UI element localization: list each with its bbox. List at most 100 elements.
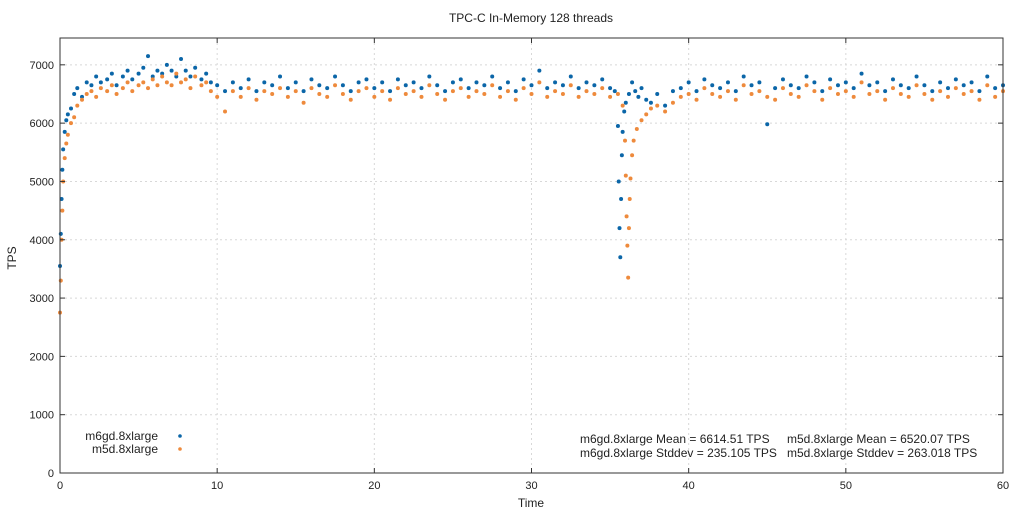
- data-point: [634, 126, 639, 131]
- y-tick-label: 6000: [30, 118, 54, 130]
- data-point: [620, 103, 625, 108]
- data-point: [584, 80, 589, 85]
- data-point: [58, 231, 63, 236]
- data-point: [72, 115, 77, 120]
- m6gd-stddev: m6gd.8xlarge Stddev = 235.105 TPS: [580, 446, 777, 460]
- data-point: [702, 86, 707, 91]
- data-point: [639, 118, 644, 123]
- data-point: [843, 89, 848, 94]
- data-point: [733, 97, 738, 102]
- data-point: [150, 77, 155, 82]
- data-point: [553, 80, 558, 85]
- data-point: [765, 94, 770, 99]
- data-point: [890, 86, 895, 91]
- series-m6gd.8xlarge: [58, 54, 1005, 268]
- data-point: [843, 80, 848, 85]
- data-point: [188, 86, 193, 91]
- data-point: [388, 89, 393, 94]
- data-point: [890, 77, 895, 82]
- data-point: [84, 80, 89, 85]
- data-point: [576, 94, 581, 99]
- data-point: [977, 89, 982, 94]
- data-point: [702, 77, 707, 82]
- data-point: [89, 89, 94, 94]
- data-point: [80, 94, 85, 99]
- data-point: [938, 80, 943, 85]
- data-point: [125, 80, 130, 85]
- data-point: [537, 80, 542, 85]
- data-point: [757, 80, 762, 85]
- data-point: [914, 83, 919, 88]
- m6gd-mean: m6gd.8xlarge Mean = 6614.51 TPS: [580, 432, 770, 446]
- data-point: [619, 196, 624, 201]
- data-point: [109, 71, 114, 76]
- data-point: [757, 89, 762, 94]
- data-point: [380, 89, 385, 94]
- data-point: [851, 94, 856, 99]
- data-point: [945, 86, 950, 91]
- data-point: [922, 91, 927, 96]
- data-point: [141, 80, 146, 85]
- data-point: [188, 74, 193, 79]
- x-tick-label: 0: [57, 480, 63, 492]
- data-point: [105, 77, 110, 82]
- data-point: [61, 147, 66, 152]
- data-point: [474, 89, 479, 94]
- data-point: [98, 86, 103, 91]
- x-tick-label: 10: [211, 480, 223, 492]
- data-point: [639, 86, 644, 91]
- data-point: [238, 94, 243, 99]
- data-point: [262, 80, 267, 85]
- data-point: [733, 89, 738, 94]
- legend-label-m6gd: m6gd.8xlarge: [85, 429, 158, 443]
- data-point: [278, 74, 283, 79]
- data-point: [403, 91, 408, 96]
- data-point: [146, 54, 151, 59]
- data-point: [75, 86, 80, 91]
- data-point: [694, 97, 699, 102]
- data-point: [961, 83, 966, 88]
- data-point: [317, 91, 322, 96]
- data-point: [482, 91, 487, 96]
- data-point: [199, 83, 204, 88]
- data-point: [521, 86, 526, 91]
- data-point: [644, 112, 649, 117]
- data-point: [105, 89, 110, 94]
- data-point: [120, 74, 125, 79]
- data-point: [985, 83, 990, 88]
- data-point: [623, 138, 628, 143]
- data-point: [94, 74, 99, 79]
- data-point: [953, 77, 958, 82]
- data-point: [859, 80, 864, 85]
- data-point: [254, 97, 259, 102]
- data-point: [630, 80, 635, 85]
- data-point: [160, 71, 165, 76]
- data-point: [356, 80, 361, 85]
- data-point: [130, 77, 135, 82]
- data-point: [694, 89, 699, 94]
- data-point: [356, 89, 361, 94]
- data-point: [317, 83, 322, 88]
- data-point: [883, 89, 888, 94]
- data-point: [150, 74, 155, 79]
- data-point: [419, 94, 424, 99]
- data-point: [325, 86, 330, 91]
- data-point: [617, 226, 622, 231]
- data-point: [498, 86, 503, 91]
- data-point: [867, 91, 872, 96]
- data-point: [655, 91, 660, 96]
- data-point: [146, 86, 151, 91]
- x-tick-label: 60: [997, 480, 1009, 492]
- legend-label-m5d: m5d.8xlarge: [92, 442, 158, 456]
- data-point: [859, 71, 864, 76]
- legend: m6gd.8xlarge m5d.8xlarge: [85, 429, 182, 456]
- data-point: [553, 89, 558, 94]
- data-point: [333, 83, 338, 88]
- data-point: [628, 176, 633, 181]
- data-point: [372, 86, 377, 91]
- data-point: [411, 80, 416, 85]
- data-point: [333, 74, 338, 79]
- data-point: [160, 74, 165, 79]
- data-point: [293, 89, 298, 94]
- data-point: [174, 71, 179, 76]
